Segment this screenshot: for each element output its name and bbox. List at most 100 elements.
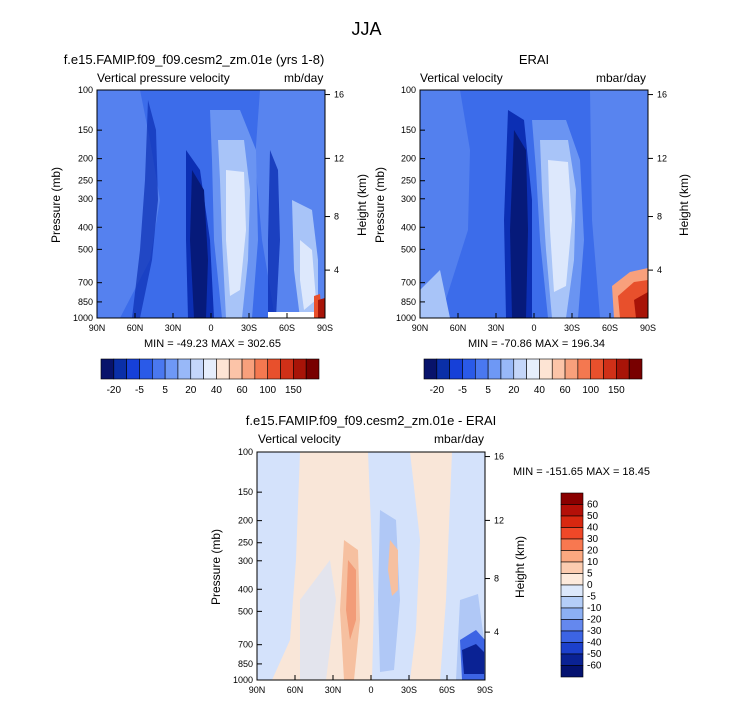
panel-obs-right-label: mbar/day (596, 71, 647, 85)
panel-diff-ytick-label: 850 (238, 659, 253, 669)
colorbar-diff-label: -30 (587, 626, 602, 637)
panel-diff-xtick-label: 30N (325, 685, 342, 695)
panel-obs-ytick-label: 1000 (396, 313, 416, 323)
panel-model-xtick-label: 60S (279, 323, 295, 333)
panel-model-xtick-label: 0 (208, 323, 213, 333)
panel-model-xtick-label: 30N (165, 323, 182, 333)
panel-obs-field (420, 90, 648, 318)
panel-diff-xtick-label: 30S (401, 685, 417, 695)
colorbar-model-swatch (254, 358, 269, 380)
panel-model-y2tick-label: 12 (334, 153, 344, 163)
panel-obs-xtick-label: 0 (531, 323, 536, 333)
panel-model-y2tick-label: 4 (334, 265, 339, 275)
colorbar-diff-swatch (560, 607, 584, 620)
colorbar-model-swatch (151, 358, 166, 380)
panel-obs-ytick-label: 200 (401, 154, 416, 164)
panel-diff-ytick-label: 400 (238, 584, 253, 594)
colorbar-model-label: 40 (211, 385, 223, 396)
panel-diff-xtick-label: 90S (477, 685, 493, 695)
figure-title: JJA (351, 19, 382, 39)
colorbar-diff-label: -5 (587, 592, 596, 603)
colorbar-model-swatch (100, 358, 115, 380)
colorbar-diff-swatch (560, 619, 584, 632)
colorbar-obs-swatch (513, 358, 527, 380)
panel-obs-xtick-label: 90S (640, 323, 656, 333)
colorbar-obs-swatch (551, 358, 566, 380)
colorbar-model-label: 5 (162, 385, 168, 396)
panel-diff-xtick-label: 0 (368, 685, 373, 695)
colorbar-obs-label: -5 (458, 385, 467, 396)
panel-obs-xtick-label: 30S (564, 323, 580, 333)
colorbar-diff-label: 30 (587, 534, 599, 545)
panel-diff-ytick-label: 150 (238, 487, 253, 497)
colorbar-model-swatch (126, 358, 140, 380)
panel-model-ytick-label: 250 (78, 176, 93, 186)
colorbar-obs-swatch (577, 358, 592, 380)
colorbar-model-label: 20 (185, 385, 197, 396)
panel-diff-y2tick-label: 12 (494, 515, 504, 525)
colorbar-diff-label: 50 (587, 511, 599, 522)
panel-diff-y2tick-label: 4 (494, 627, 499, 637)
panel-obs-y2tick-label: 8 (657, 212, 662, 222)
panel-model-ytick-label: 150 (78, 125, 93, 135)
panel-model-stats: MIN = -49.23 MAX = 302.65 (144, 338, 281, 350)
panel-model-ytick-label: 200 (78, 154, 93, 164)
colorbar-diff-swatch (560, 550, 584, 563)
panel-diff-ytick-label: 100 (238, 447, 253, 457)
panel-model-right-label: mb/day (284, 71, 324, 85)
panel-model-ytick-label: 700 (78, 278, 93, 288)
colorbar-diff-swatch (560, 538, 584, 551)
panel-obs-xtick-label: 60N (450, 323, 467, 333)
panel-model-ytick-label: 500 (78, 244, 93, 254)
colorbar-model-swatch (216, 358, 230, 380)
panel-obs-stats: MIN = -70.86 MAX = 196.34 (468, 338, 605, 350)
panel-diff-ytick-label: 200 (238, 516, 253, 526)
colorbar-model-swatch (139, 358, 153, 380)
colorbar-obs-swatch (500, 358, 515, 380)
colorbar-diff-swatch (560, 596, 584, 609)
panel-model-xtick-label: 60N (127, 323, 144, 333)
panel-model-ytick-label: 100 (78, 85, 93, 95)
panel-diff-stats: MIN = -151.65 MAX = 18.45 (513, 466, 650, 478)
colorbar-obs-swatch (628, 358, 643, 380)
colorbar-model-swatch (177, 358, 192, 380)
panel-model-xtick-label: 90S (317, 323, 333, 333)
panel-diff-left-label: Vertical velocity (258, 432, 341, 446)
panel-diff-y2tick-label: 16 (494, 452, 504, 462)
panel-obs-ylabel: Pressure (mb) (373, 167, 387, 244)
colorbar-diff-swatch (560, 653, 584, 666)
panel-diff-title: f.e15.FAMIP.f09_f09.cesm2_zm.01e - ERAI (245, 413, 497, 428)
panel-obs-ytick-label: 500 (401, 244, 416, 254)
colorbar-diff-label: 0 (587, 580, 593, 591)
colorbar-obs: -20 -5 5 20 40 60 100 150 (423, 358, 643, 396)
panel-model-y2tick-label: 16 (334, 90, 344, 100)
panel-model-xtick-label: 90N (89, 323, 106, 333)
panel-diff-xtick-label: 60S (439, 685, 455, 695)
colorbar-diff-label: -60 (587, 661, 602, 672)
colorbar-obs-swatch (423, 358, 438, 380)
colorbar-model-swatch (164, 358, 179, 380)
colorbar-diff-label: 5 (587, 569, 593, 580)
colorbar-diff-swatch (560, 561, 584, 574)
panel-obs-title: ERAI (518, 52, 550, 67)
panel-diff-ytick-label: 500 (238, 606, 253, 616)
colorbar-model-swatch (293, 358, 307, 380)
colorbar-obs-swatch (462, 358, 476, 380)
colorbar-diff-swatch (560, 665, 584, 678)
panel-obs-y2tick-label: 12 (657, 153, 667, 163)
colorbar-diff-swatch (560, 527, 584, 540)
panel-diff-xtick-label: 60N (287, 685, 304, 695)
colorbar-diff-label: 10 (587, 557, 599, 568)
colorbar-diff-swatch (560, 630, 584, 643)
colorbar-obs-label: 150 (608, 385, 625, 396)
panel-model-left-label: Vertical pressure velocity (97, 71, 230, 85)
colorbar-obs-label: -20 (430, 385, 445, 396)
panel-model-ytick-label: 400 (78, 222, 93, 232)
colorbar-model-swatch (267, 358, 281, 380)
panel-obs-xtick-label: 30N (488, 323, 505, 333)
